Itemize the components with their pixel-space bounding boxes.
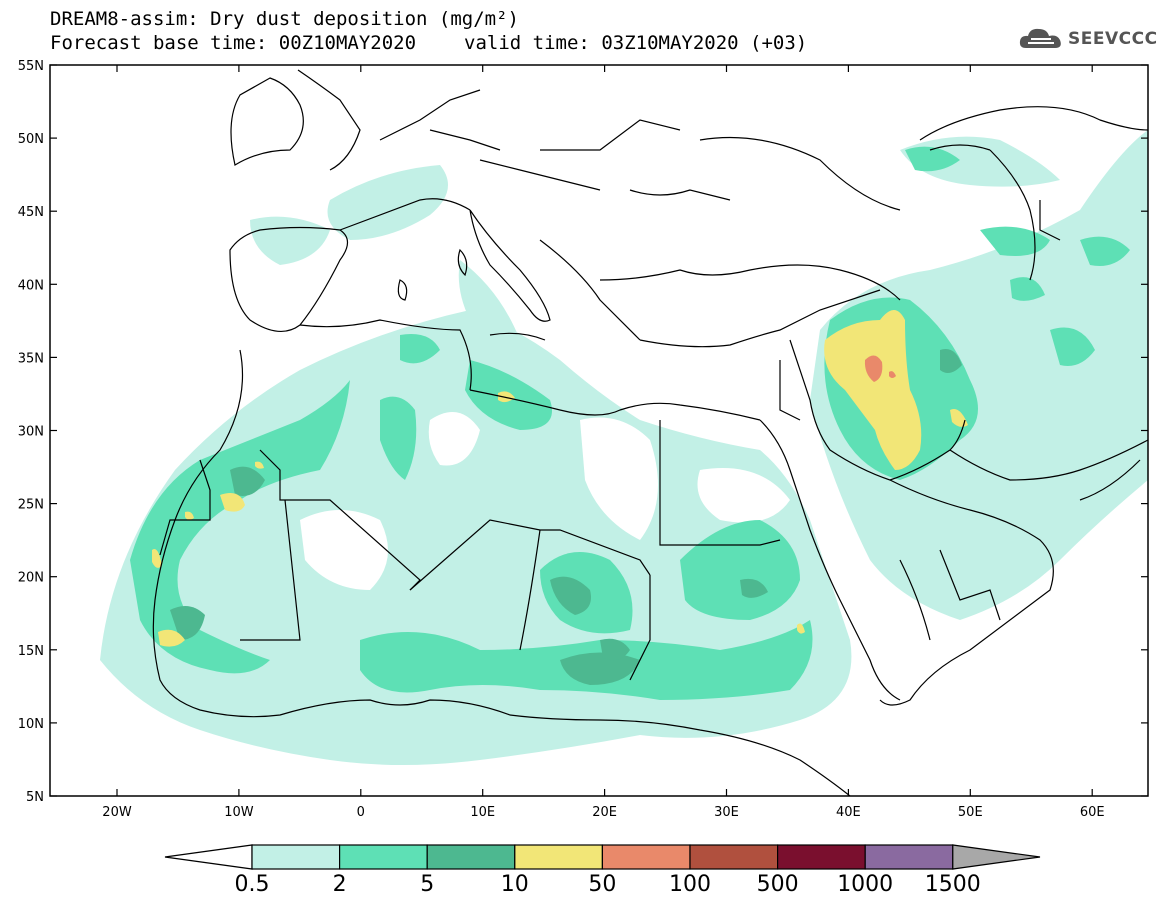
deposition-gaps <box>300 412 790 590</box>
lat-label: 45N <box>18 205 44 220</box>
colorbar-under-arrow <box>164 844 253 870</box>
colorbar-label: 1000 <box>837 872 893 897</box>
lat-label: 50N <box>18 132 44 147</box>
lon-label: 20W <box>102 805 132 820</box>
colorbar-segment <box>864 844 954 870</box>
lon-label: 0 <box>357 805 365 820</box>
colorbar-label: 5 <box>420 872 434 897</box>
lat-label: 20N <box>18 571 44 586</box>
lat-label: 15N <box>18 644 44 659</box>
deposition-level-50 <box>864 355 896 382</box>
colorbar-label: 10 <box>501 872 529 897</box>
colorbar-segment <box>514 844 603 870</box>
colorbar-label: 2 <box>333 872 347 897</box>
colorbar-segment <box>251 844 341 870</box>
valid-time: valid time: 03Z10MAY2020 (+03) <box>464 32 808 54</box>
logo-text: SEEVCCC <box>1068 29 1158 49</box>
colorbar-label: 500 <box>757 872 799 897</box>
lon-axis: 20W 10W 0 10E 20E 30E 40E 50E 60E <box>102 65 1105 820</box>
lon-label: 40E <box>836 805 861 820</box>
time-line: Forecast base time: 00Z10MAY2020 valid ti… <box>50 32 807 54</box>
colorbar-segment <box>601 844 691 870</box>
lon-label: 10W <box>224 805 254 820</box>
colorbar-segment <box>776 844 866 870</box>
lat-label: 10N <box>18 717 44 732</box>
colorbar-label: 1500 <box>925 872 981 897</box>
deposition-level-5 <box>170 349 962 685</box>
seevccc-logo: SEEVCCC <box>1018 26 1158 52</box>
lat-label: 5N <box>26 790 44 805</box>
cloud-logo-icon <box>1019 28 1061 48</box>
lat-label: 55N <box>18 59 44 74</box>
colorbar: 0.5 2 5 10 50 100 500 1000 1500 <box>164 844 1041 897</box>
lat-label: 35N <box>18 351 44 366</box>
base-time: Forecast base time: 00Z10MAY2020 <box>50 32 417 54</box>
map-title: DREAM8-assim: Dry dust deposition (mg/m²… <box>50 8 519 30</box>
lat-label: 30N <box>18 425 44 440</box>
coastlines-borders <box>152 69 1148 796</box>
lon-label: 50E <box>958 805 983 820</box>
deposition-field <box>100 130 1148 765</box>
colorbar-label: 100 <box>669 872 711 897</box>
lon-label: 30E <box>714 805 739 820</box>
colorbar-segment <box>689 844 779 870</box>
colorbar-over-arrow <box>952 844 1041 870</box>
lon-label: 60E <box>1080 805 1105 820</box>
colorbar-label: 0.5 <box>235 872 270 897</box>
lon-label: 10E <box>470 805 495 820</box>
lat-label: 40N <box>18 278 44 293</box>
colorbar-segment <box>339 844 428 870</box>
colorbar-label: 50 <box>588 872 616 897</box>
deposition-level-10 <box>152 310 968 647</box>
lon-label: 20E <box>592 805 617 820</box>
lat-label: 25N <box>18 498 44 513</box>
colorbar-segment <box>426 844 516 870</box>
lat-axis: 55N 50N 45N 40N 35N 30N 25N 20N 15N 10N 5N <box>18 59 1148 805</box>
